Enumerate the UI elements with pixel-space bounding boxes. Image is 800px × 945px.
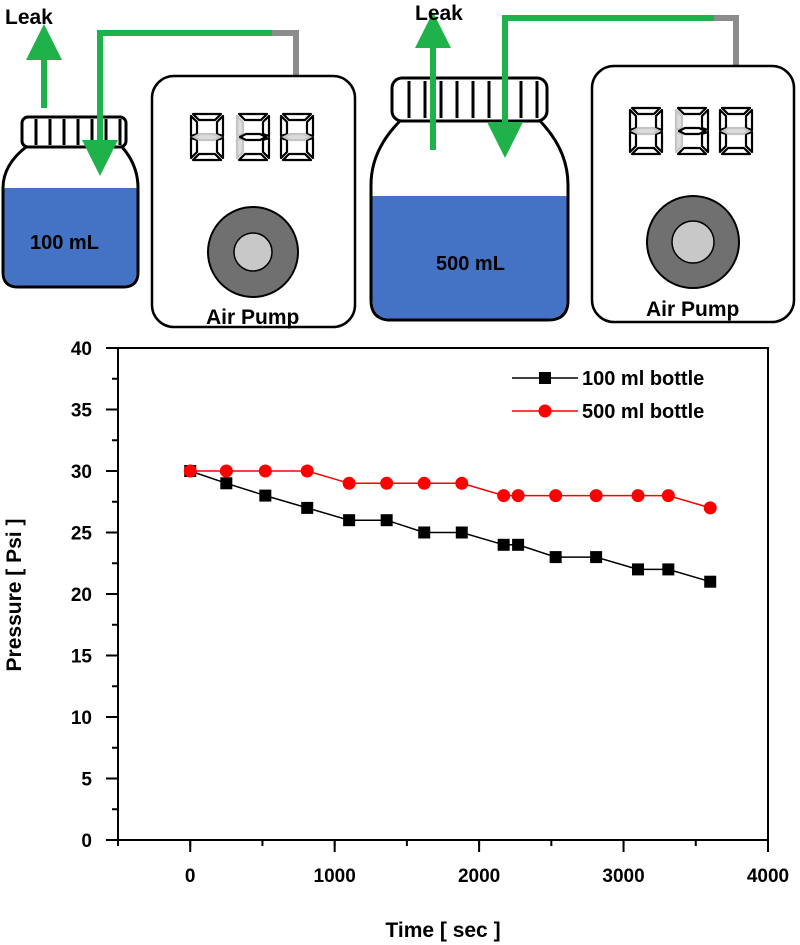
legend-label: 100 ml bottle [582,368,704,390]
display-digit [628,106,664,156]
data-point [219,464,233,478]
data-point [258,464,272,478]
legend-label: 500 ml bottle [582,401,704,423]
pump-label: Air Pump [646,298,739,321]
data-point [220,477,233,490]
air-pump-1: Air Pump [150,74,357,329]
data-point [632,563,644,576]
y-tick-label: 30 [71,462,92,483]
y-tick-label: 20 [71,585,92,606]
data-point [455,526,468,539]
data-point [512,538,525,551]
data-point [631,489,645,503]
data-point [343,514,356,527]
display-digit [674,106,710,156]
data-point [417,476,431,490]
x-axis-ticks: 0 1000 2000 3000 4000 [117,840,789,887]
data-point [549,551,562,564]
y-tick-label: 35 [71,401,93,422]
pressure-chart: 0 1000 2000 3000 4000 0 5 10 15 20 25 30 35 40 100 m… [3,339,789,942]
data-point [380,476,394,490]
series-layer [183,464,717,588]
y-tick-label: 40 [71,339,92,360]
x-tick-label: 1000 [314,866,356,887]
data-point [342,476,356,490]
display-digit [235,112,271,162]
series-100ml [184,465,717,588]
bottle-500ml: 500 mL [369,76,570,322]
bottle-100ml: 100 mL [1,115,140,289]
data-point [497,489,511,503]
data-point [301,501,314,514]
x-tick-label: 2000 [458,866,500,887]
legend-marker [539,372,551,384]
data-point [662,563,675,576]
display-digit [279,112,315,162]
data-point [549,489,563,503]
leak-label: Leak [415,2,463,25]
y-axis-ticks: 0 5 10 15 20 25 30 35 40 [71,339,118,852]
setup-100ml: 100 mL Leak Air Pump [1,6,357,329]
air-inlet-tube [487,15,714,158]
data-point [497,538,510,551]
pump-display [189,112,315,162]
data-point [455,476,469,490]
air-inlet-tube [82,30,272,176]
series-500ml [183,464,717,515]
setup-500ml: 500 mL Leak Air Pump [369,2,796,324]
water-fill [372,196,567,319]
pump-display [628,106,754,156]
legend: 100 ml bottle 500 ml bottle [512,368,704,423]
legend-entry: 100 ml bottle [512,368,704,390]
data-point [661,489,675,503]
y-tick-label: 10 [71,708,92,729]
leak-label: Leak [5,6,53,29]
bottle-label: 100 mL [30,232,99,254]
data-point [511,489,525,503]
data-point [418,526,431,539]
cap-ridges [34,119,122,145]
data-point [704,575,717,588]
x-tick-label: 3000 [602,866,644,887]
water-fill [4,188,137,286]
legend-entry: 500 ml bottle [512,401,704,423]
bottle-cap [390,76,549,123]
display-digit [189,112,225,162]
data-point [183,464,197,478]
y-axis-label: Pressure [ Psi ] [3,519,26,672]
data-point [590,551,603,564]
data-point [589,489,603,503]
air-pump-2: Air Pump [590,64,796,324]
data-point [703,501,717,515]
display-digit [718,106,754,156]
data-point [300,464,314,478]
y-tick-label: 25 [71,524,93,545]
pump-outlet-tube [272,30,299,76]
legend-marker [538,404,552,418]
bottle-label: 500 mL [436,253,505,275]
bottle-cap [20,115,128,149]
x-axis-label: Time [ sec ] [385,919,500,942]
pump-label: Air Pump [206,306,299,329]
y-tick-label: 15 [71,647,93,668]
data-point [259,489,272,502]
x-tick-label: 4000 [747,866,789,887]
data-point [380,514,393,527]
pump-outlet-tube [714,15,739,66]
y-tick-label: 5 [81,770,92,791]
y-tick-label: 0 [81,831,92,852]
x-tick-label: 0 [185,866,196,887]
